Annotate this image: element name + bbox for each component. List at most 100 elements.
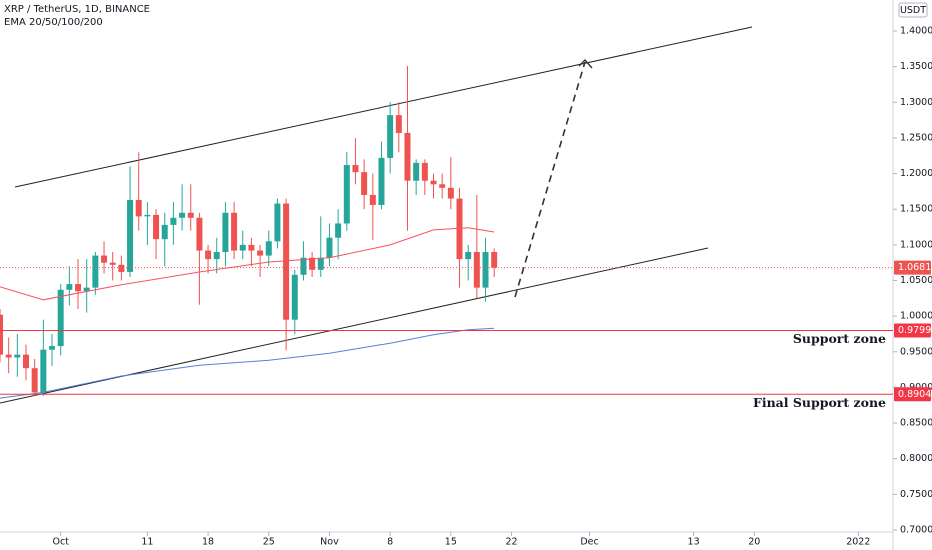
candle-body — [274, 203, 281, 242]
y-tick-label: 0.7500 — [900, 489, 932, 500]
candle-body — [153, 214, 160, 240]
support-label: Support zone — [793, 331, 886, 346]
candle-body — [413, 162, 420, 181]
candle-body — [83, 287, 90, 292]
candle-body — [170, 217, 177, 225]
candle-body — [0, 314, 3, 355]
y-tick-label: 0.8000 — [900, 453, 932, 464]
candle-body — [239, 244, 246, 251]
candle-body — [31, 368, 38, 393]
x-tick-label: Dec — [580, 537, 598, 548]
candle-body — [196, 217, 203, 251]
ema-line — [0, 327, 495, 399]
candle-body — [300, 257, 307, 275]
candle-body — [179, 212, 186, 218]
last-price-label: 1.0681 — [898, 262, 931, 273]
candle-body — [231, 212, 238, 251]
currency-box[interactable] — [898, 2, 928, 18]
candle-body — [369, 194, 376, 205]
y-tick-label: 0.9500 — [900, 346, 932, 357]
y-tick-label: 0.7000 — [900, 525, 932, 536]
y-tick-label: 1.1000 — [900, 239, 932, 250]
candle-body — [283, 203, 290, 320]
candle-body — [265, 241, 272, 256]
indicator-label: EMA 20/50/100/200 — [4, 17, 103, 28]
level-badge — [894, 323, 931, 338]
candle-body — [222, 212, 229, 252]
candle-body — [317, 257, 324, 270]
y-tick-label: 1.0000 — [900, 311, 932, 322]
candle-body — [309, 257, 316, 270]
x-tick-label: 11 — [141, 537, 153, 548]
candle-body — [482, 251, 489, 288]
candle-body — [465, 251, 472, 260]
last-price-badge — [894, 260, 931, 275]
ema-line — [0, 227, 495, 301]
candle-body — [75, 284, 82, 292]
candle-body — [101, 255, 108, 263]
candle-body — [257, 250, 264, 256]
candle-body — [447, 187, 454, 199]
candle-body — [49, 346, 56, 350]
support-label: Final Support zone — [753, 395, 886, 410]
candle-body — [205, 250, 212, 260]
candle-body — [430, 180, 437, 185]
candle-body — [57, 289, 64, 347]
y-tick-label: 1.0500 — [900, 275, 932, 286]
level-badge-label: 0.9799 — [898, 325, 931, 336]
x-tick-label: Nov — [320, 537, 339, 548]
candle-body — [135, 199, 142, 217]
candle-body — [439, 184, 446, 188]
y-tick-label: 1.3500 — [900, 61, 932, 72]
candle-body — [352, 165, 359, 173]
x-tick-label: 22 — [505, 537, 517, 548]
candle-body — [421, 162, 428, 181]
arrow-head — [578, 58, 593, 69]
level-badge-label: 0.8904 — [898, 389, 931, 400]
candle-body — [361, 172, 368, 195]
candle-body — [187, 212, 194, 218]
candle-body — [161, 224, 168, 240]
currency: USDT — [900, 5, 926, 16]
y-tick-label: 0.8500 — [900, 418, 932, 429]
candle-body — [343, 165, 350, 224]
candle-body — [404, 132, 411, 181]
candle-body — [40, 349, 47, 393]
candle-body — [92, 255, 99, 288]
candle-body — [335, 223, 342, 238]
candle-body — [66, 284, 73, 290]
level-badge — [894, 387, 931, 402]
candle-body — [5, 354, 12, 358]
y-tick-label: 1.2000 — [900, 168, 932, 179]
projection-arrow — [514, 61, 586, 298]
candle-body — [127, 199, 134, 272]
y-tick-label: 1.2500 — [900, 132, 932, 143]
y-tick-label: 1.4000 — [900, 26, 932, 37]
x-tick-label: 15 — [445, 537, 457, 548]
symbol-title: XRP / TetherUS, 1D, BINANCE — [4, 4, 150, 15]
x-tick-label: 25 — [263, 537, 275, 548]
candle-body — [378, 157, 385, 205]
x-tick-label: Oct — [52, 537, 69, 548]
candle-body — [473, 251, 480, 288]
candle-body — [326, 237, 333, 258]
candle-body — [14, 354, 21, 358]
candle-body — [291, 274, 298, 320]
candle-body — [248, 244, 255, 251]
x-tick-label: 2022 — [846, 537, 870, 548]
candle-body — [23, 354, 30, 369]
y-tick-label: 1.1500 — [900, 204, 932, 215]
x-tick-label: 13 — [688, 537, 700, 548]
candle-body — [213, 251, 220, 260]
y-tick-label: 1.3000 — [900, 97, 932, 108]
plot-area — [0, 26, 753, 404]
x-tick-label: 20 — [748, 537, 760, 548]
candle-body — [387, 115, 394, 158]
candle-body — [144, 214, 151, 217]
x-tick-label: 18 — [202, 537, 214, 548]
candle-body — [118, 264, 125, 272]
candle-body — [491, 251, 498, 268]
candle-body — [109, 262, 116, 265]
